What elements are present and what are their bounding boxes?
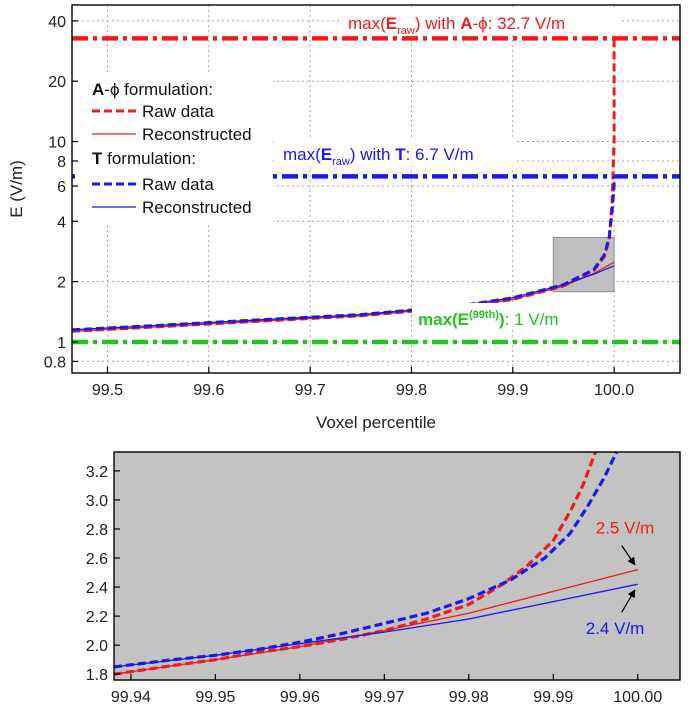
legend-a-phi-heading: A-ϕ formulation: bbox=[92, 80, 213, 99]
legend-label-a-phi-reconstructed: Reconstructed bbox=[142, 125, 252, 144]
x-tick-label: 100.0 bbox=[594, 382, 634, 399]
zoom-x-tick-label: 99.96 bbox=[280, 689, 320, 706]
x-tick-label: 99.8 bbox=[396, 382, 427, 399]
zoom-x-tick-label: 99.94 bbox=[111, 689, 151, 706]
zoom-region-box bbox=[552, 237, 615, 293]
green-99th-label: max(E(99th)): 1 V/m bbox=[418, 309, 559, 329]
annotation-arrow-2-5 bbox=[621, 545, 636, 566]
zoom-y-tick-label: 3.2 bbox=[86, 464, 108, 481]
legend-t-heading: T formulation: bbox=[92, 149, 196, 168]
red-label-background bbox=[342, 9, 622, 35]
bottom-chart: 99.94 99.95 99.96 99.97 99.98 99.99 100.00 1.8 2… bbox=[86, 451, 681, 706]
y-tick-label: 10 bbox=[48, 135, 66, 152]
zoom-x-tick-label: 99.97 bbox=[364, 689, 404, 706]
zoom-x-tick-label: 99.98 bbox=[449, 689, 489, 706]
y-tick-label: 20 bbox=[48, 74, 66, 91]
zoom-y-tick-label: 1.8 bbox=[86, 667, 108, 684]
x-tick-label: 99.6 bbox=[193, 382, 224, 399]
x-tick-label: 99.5 bbox=[92, 382, 123, 399]
zoom-y-tick-label: 2.6 bbox=[86, 551, 108, 568]
red-max-label: max(Eraw) with A-ϕ: 32.7 V/m bbox=[348, 14, 565, 37]
zoom-y-tick-label: 3.0 bbox=[86, 493, 108, 510]
zoom-series-t-reconstructed bbox=[113, 583, 638, 668]
y-tick-label: 40 bbox=[48, 14, 66, 31]
zoom-series-t-raw bbox=[113, 451, 619, 669]
annotation-2-4-vm: 2.4 V/m bbox=[586, 619, 645, 638]
zoom-y-tick-label: 2.2 bbox=[86, 609, 108, 626]
zoom-y-tick-label: 2.8 bbox=[86, 522, 108, 539]
zoom-x-tick-label: 99.99 bbox=[533, 689, 573, 706]
y-axis-label: E (V/m) bbox=[7, 160, 26, 218]
zoom-y-tick-label: 2.4 bbox=[86, 580, 108, 597]
zoom-series-a-phi-raw bbox=[113, 451, 597, 676]
legend-label-t-reconstructed: Reconstructed bbox=[142, 198, 252, 217]
zoom-x-tick-label: 100.00 bbox=[613, 689, 662, 706]
legend-background bbox=[75, 72, 273, 222]
legend-label-a-phi-raw: Raw data bbox=[142, 102, 214, 121]
zoom-series-a-phi-reconstructed bbox=[113, 568, 638, 675]
zoom-y-tick-label: 2.0 bbox=[86, 638, 108, 655]
top-plot-frame bbox=[71, 4, 681, 374]
zoom-x-tick-label: 99.95 bbox=[195, 689, 235, 706]
annotation-arrow-2-4 bbox=[621, 589, 636, 613]
y-tick-label: 6 bbox=[57, 179, 66, 196]
x-tick-label: 99.9 bbox=[497, 382, 528, 399]
green-label-background bbox=[412, 303, 612, 329]
top-chart: 99.5 99.6 99.7 99.8 99.9 100.0 0.8 1 2 4 6 8 10 20 40 V… bbox=[7, 4, 681, 432]
legend-label-t-raw: Raw data bbox=[142, 175, 214, 194]
y-tick-label: 2 bbox=[57, 275, 66, 292]
y-tick-label: 0.8 bbox=[44, 354, 66, 371]
x-tick-label: 99.7 bbox=[295, 382, 326, 399]
y-tick-label: 8 bbox=[57, 154, 66, 171]
annotation-2-5-vm: 2.5 V/m bbox=[596, 519, 655, 538]
blue-label-background bbox=[276, 140, 516, 166]
zoom-plot-frame bbox=[113, 451, 681, 681]
zoom-plot-background bbox=[114, 452, 680, 680]
y-tick-label: 4 bbox=[57, 214, 66, 231]
blue-max-label: max(Eraw) with T: 6.7 V/m bbox=[283, 145, 474, 168]
x-axis-label: Voxel percentile bbox=[316, 413, 436, 432]
y-tick-label: 1 bbox=[57, 335, 66, 352]
